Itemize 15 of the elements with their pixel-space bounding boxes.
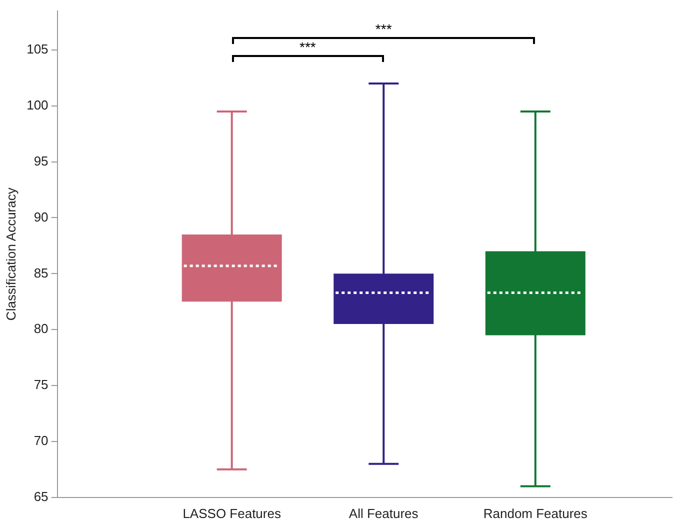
y-tick-label: 75 (34, 377, 48, 392)
annotation: *** (375, 20, 392, 37)
y-tick-label: 100 (26, 97, 48, 112)
annotation: *** (300, 38, 316, 55)
y-tick-label: 105 (26, 42, 48, 57)
y-axis-title: Classification Accuracy (3, 187, 18, 321)
y-tick-label: 90 (34, 209, 48, 224)
x-tick-label: Random Features (483, 506, 588, 521)
x-tick-label: All Features (348, 506, 419, 521)
x-tick-label: LASSO Features (182, 506, 282, 521)
y-tick-label: 95 (34, 153, 48, 168)
y-tick-label: 80 (34, 321, 48, 336)
y-tick-label: 70 (34, 433, 48, 448)
y-tick-label: 65 (34, 488, 48, 504)
y-tick-label: 85 (34, 265, 48, 280)
